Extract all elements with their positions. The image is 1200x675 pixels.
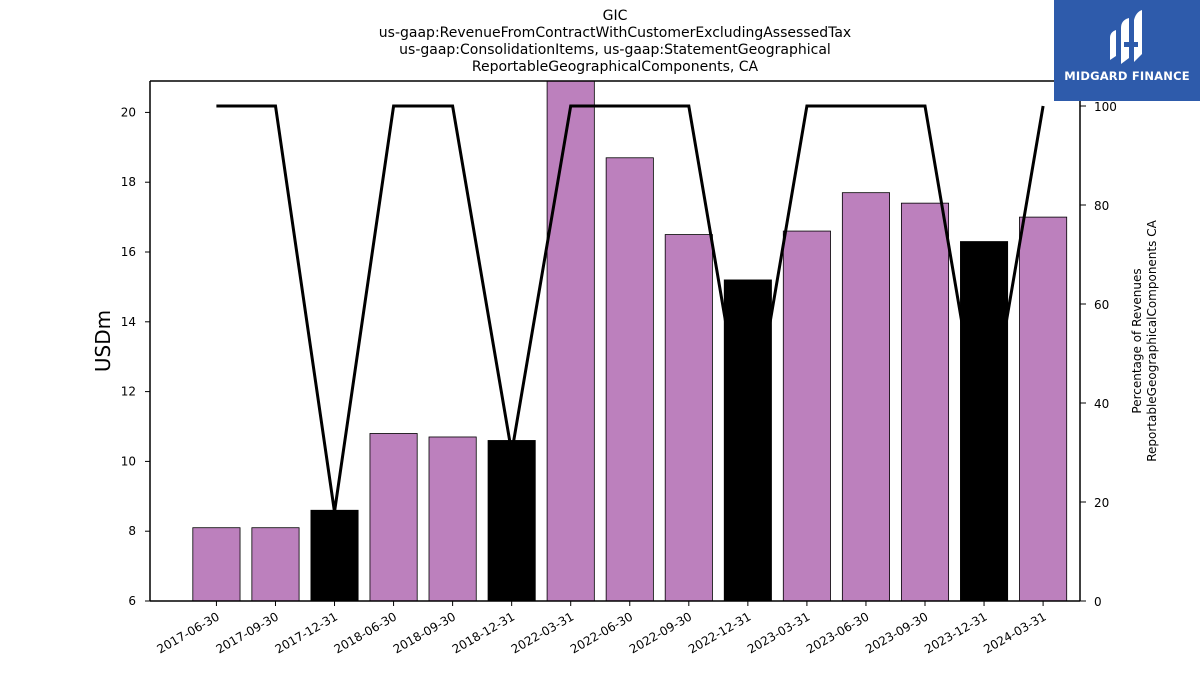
logo-mark-icon bbox=[1110, 10, 1142, 64]
x-tick-label: 2023-06-30 bbox=[804, 609, 871, 656]
x-axis-ticks: 2017-06-302017-09-302017-12-312018-06-30… bbox=[155, 601, 1049, 656]
x-tick-label: 2023-12-31 bbox=[922, 609, 989, 656]
x-tick-label: 2023-03-31 bbox=[745, 609, 812, 656]
x-tick-label: 2022-09-30 bbox=[627, 609, 694, 656]
y-tick-label: 14 bbox=[121, 315, 136, 329]
x-tick-label: 2018-06-30 bbox=[332, 609, 399, 656]
chart-title-line: us-gaap:RevenueFromContractWithCustomerE… bbox=[379, 25, 851, 41]
bar bbox=[1019, 216, 1068, 602]
bar bbox=[723, 279, 772, 602]
axes-group bbox=[149, 80, 1081, 602]
bars-group bbox=[192, 80, 1068, 602]
bar bbox=[192, 527, 241, 602]
bar bbox=[841, 192, 890, 602]
chart-title-line: GIC bbox=[603, 8, 628, 24]
percentage-line bbox=[216, 104, 1045, 513]
bar bbox=[310, 509, 359, 602]
x-tick-label: 2017-06-30 bbox=[155, 609, 222, 656]
y2-tick-label: 0 bbox=[1094, 595, 1102, 609]
y-axis-right-ticks: 0 20 40 60 80 100 bbox=[1080, 100, 1117, 609]
y-tick-label: 16 bbox=[121, 245, 136, 259]
y-tick-label: 20 bbox=[121, 105, 136, 119]
bar bbox=[487, 440, 536, 602]
chart-title-line: ReportableGeographicalComponents, CA bbox=[472, 59, 759, 75]
bar bbox=[960, 241, 1009, 602]
y-tick-label: 6 bbox=[128, 594, 136, 608]
bar bbox=[664, 234, 713, 602]
y2-tick-label: 20 bbox=[1094, 496, 1109, 510]
bar bbox=[605, 157, 654, 602]
brand-logo: MIDGARD FINANCE bbox=[1054, 0, 1200, 101]
x-tick-label: 2018-12-31 bbox=[450, 609, 517, 656]
x-tick-label: 2018-09-30 bbox=[391, 609, 458, 656]
y2-tick-label: 100 bbox=[1094, 100, 1117, 114]
y-tick-label: 18 bbox=[121, 175, 136, 189]
chart-title-line: us-gaap:ConsolidationItems, us-gaap:Stat… bbox=[399, 42, 831, 58]
x-tick-label: 2024-03-31 bbox=[981, 609, 1048, 656]
bar bbox=[369, 433, 418, 602]
bar bbox=[428, 436, 477, 602]
y2-label-line: ReportableGeographicalComponents CA bbox=[1145, 219, 1159, 461]
x-tick-label: 2023-09-30 bbox=[863, 609, 930, 656]
bar bbox=[900, 202, 950, 602]
x-tick-label: 2017-12-31 bbox=[273, 609, 340, 656]
y-axis-left-label: USDm bbox=[91, 310, 115, 372]
x-tick-label: 2017-09-30 bbox=[214, 609, 281, 656]
y2-tick-label: 60 bbox=[1094, 298, 1109, 312]
y-tick-label: 8 bbox=[128, 524, 136, 538]
y-tick-label: 12 bbox=[121, 385, 136, 399]
line-series-group bbox=[216, 104, 1045, 513]
y-axis-left-ticks: 6 8 10 12 14 16 18 20 bbox=[121, 105, 150, 608]
y2-label-line: Percentage of Revenues bbox=[1130, 268, 1144, 413]
chart-title: GICus-gaap:RevenueFromContractWithCustom… bbox=[379, 8, 851, 75]
logo-text: MIDGARD FINANCE bbox=[1064, 69, 1190, 83]
y2-tick-label: 80 bbox=[1094, 199, 1109, 213]
y-tick-label: 10 bbox=[121, 454, 136, 468]
bar bbox=[782, 230, 831, 602]
y-axis-right-label: Percentage of Revenues ReportableGeograph… bbox=[1130, 219, 1159, 461]
bar bbox=[546, 80, 595, 602]
x-tick-label: 2022-06-30 bbox=[568, 609, 635, 656]
bar bbox=[251, 527, 300, 602]
x-tick-label: 2022-03-31 bbox=[509, 609, 576, 656]
y2-tick-label: 40 bbox=[1094, 397, 1109, 411]
x-tick-label: 2022-12-31 bbox=[686, 609, 753, 656]
